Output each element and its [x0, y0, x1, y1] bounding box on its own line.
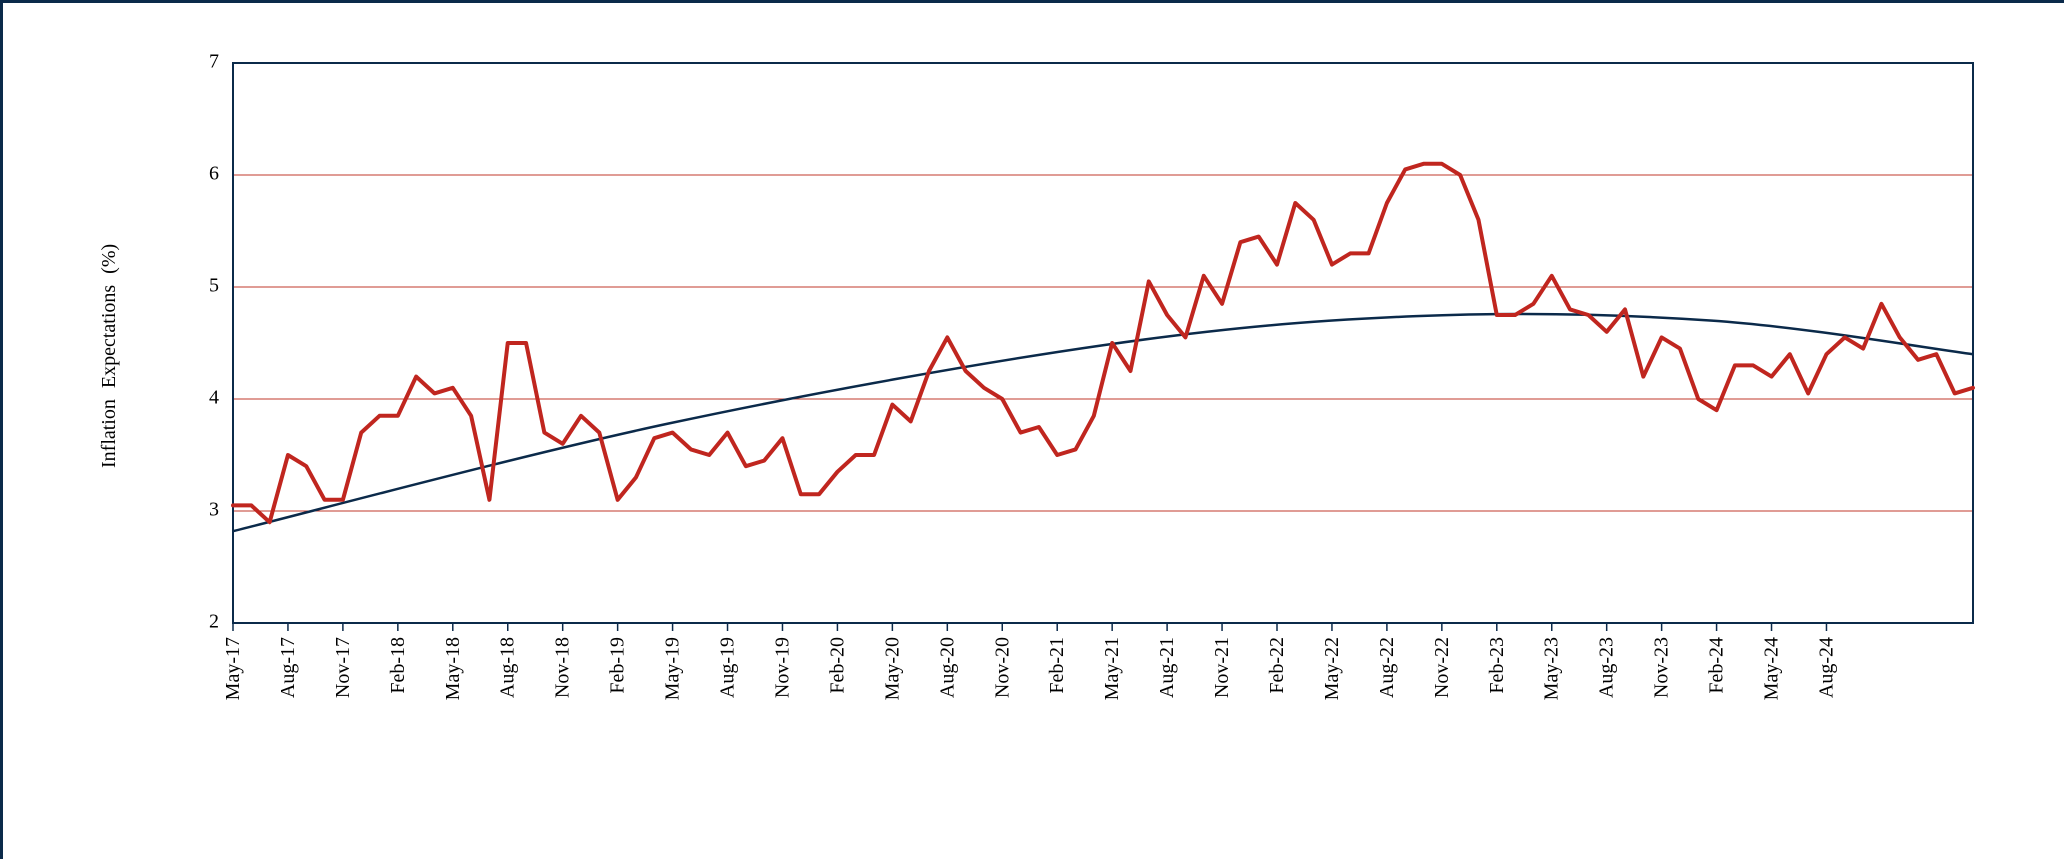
chart-container: 2 3 4 5 6 7 May-17 Aug-17 Nov-17 Feb-18 May-18 Aug-…	[3, 3, 2061, 856]
x-tick-label: Aug-23	[1596, 637, 1618, 698]
x-tick-label: Nov-22	[1431, 637, 1453, 698]
x-tick-label: May-18	[442, 637, 464, 700]
y-tick-label: 6	[209, 163, 219, 185]
x-tick-label: Nov-17	[332, 637, 354, 698]
y-axis-label: Inflation Expectations (%)	[98, 244, 121, 468]
x-tick-label: May-21	[1101, 637, 1123, 700]
y-tick-label: 2	[209, 611, 219, 633]
line-chart: 2 3 4 5 6 7 May-17 Aug-17 Nov-17 Feb-18 May-18 Aug-…	[3, 3, 2064, 862]
x-tick-label: May-17	[222, 637, 244, 700]
x-tick-label: Nov-23	[1651, 637, 1673, 698]
x-tick-label: Aug-21	[1156, 637, 1178, 698]
x-tick-label: Nov-20	[991, 637, 1013, 698]
x-tick-label: Feb-20	[826, 637, 848, 694]
y-tick-label: 7	[209, 51, 219, 73]
x-tick-label: Feb-21	[1046, 637, 1068, 694]
y-tick-label: 4	[209, 387, 219, 409]
x-tick-label: Aug-17	[277, 637, 299, 698]
y-tick-label: 5	[209, 275, 219, 297]
x-tick-label: Aug-18	[497, 637, 519, 698]
x-tick-label: May-20	[881, 637, 903, 700]
x-tick-label: Nov-21	[1211, 637, 1233, 698]
x-tick-label: May-24	[1761, 637, 1783, 700]
y-tick-label: 3	[209, 499, 219, 521]
x-tick-label: May-19	[662, 637, 684, 700]
x-tick-label: Aug-20	[936, 637, 958, 698]
x-tick-label: Aug-22	[1376, 637, 1398, 698]
x-tick-label: Feb-23	[1486, 637, 1508, 694]
x-tick-label: May-22	[1321, 637, 1343, 700]
x-tick-label: Feb-18	[387, 637, 409, 694]
x-tick-label: May-23	[1541, 637, 1563, 700]
x-tick-label: Feb-22	[1266, 637, 1288, 694]
x-tick-label: Nov-19	[771, 637, 793, 698]
x-tick-label: Feb-24	[1706, 637, 1728, 694]
chart-card: 2 3 4 5 6 7 May-17 Aug-17 Nov-17 Feb-18 May-18 Aug-…	[0, 0, 2064, 859]
x-tick-label: Feb-19	[607, 637, 629, 694]
x-tick-label: Nov-18	[552, 637, 574, 698]
x-tick-label: Aug-24	[1815, 637, 1837, 698]
x-tick-label: Aug-19	[717, 637, 739, 698]
